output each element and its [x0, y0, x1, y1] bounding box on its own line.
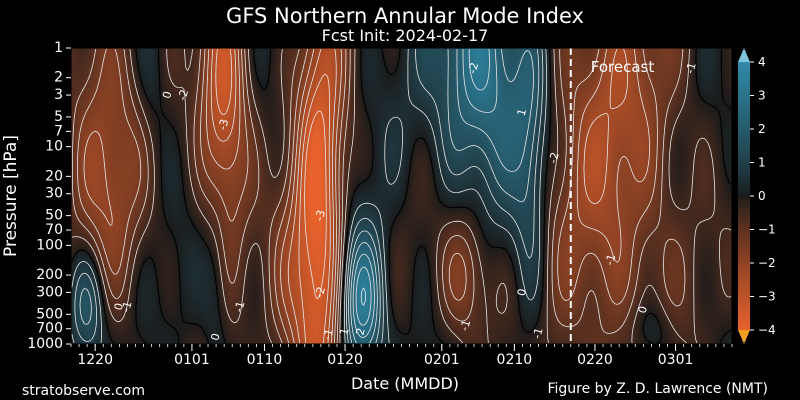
plot-area: 0 -2-3-3-2-1 1 2-21-20-10-1 -10-1-10-1 [71, 48, 732, 344]
contour-label: 1 [515, 107, 529, 117]
contour-label: 0 [515, 287, 529, 297]
y-tick-label: 10 [45, 139, 63, 155]
contour-lines [71, 48, 732, 344]
colorbar-upper-extend [738, 48, 750, 62]
forecast-label: Forecast [591, 58, 655, 76]
contour-label: -3 [313, 209, 328, 223]
x-axis-label: Date (MMDD) [351, 374, 459, 393]
x-tick-label: 1220 [77, 352, 113, 368]
x-tick-label: 0210 [497, 352, 533, 368]
contour-label: -3 [216, 118, 231, 132]
contour-line [360, 287, 366, 306]
y-tick-label: 3 [54, 87, 63, 103]
colorbar-lower-extend [738, 330, 750, 344]
heatmap-raster [71, 48, 732, 344]
contour-label: -2 [466, 61, 481, 75]
x-tick-label: 0120 [327, 352, 363, 368]
y-tick-label: 30 [45, 186, 63, 202]
y-tick-label: 1 [54, 40, 63, 56]
y-tick-label: 5 [54, 109, 63, 125]
y-tick-label: 20 [45, 168, 63, 184]
contour-label: 0 [208, 332, 222, 342]
contour-label: -1 [232, 300, 247, 314]
contour-label: 0 [112, 302, 126, 312]
contour-label: -2 [313, 285, 328, 299]
contour-label: -2 [546, 151, 561, 165]
contour-line [71, 48, 732, 344]
colorbar: 4 3 2 1 0 −1 −2 −3 −4 [738, 48, 776, 344]
contour-label: 0 [636, 305, 650, 315]
contour-line [352, 48, 498, 338]
contour-label: -1 [321, 327, 336, 341]
contour-line [71, 48, 732, 344]
contour-line [72, 48, 686, 344]
contour-line [350, 48, 534, 344]
x-tick-label: 0220 [577, 352, 613, 368]
x-tick-label: 0101 [174, 352, 210, 368]
colorbar-tick-label: −2 [758, 256, 776, 270]
colorbar-tick-label: 2 [758, 122, 766, 136]
colorbar-tick-label: 4 [758, 55, 766, 69]
y-tick-label: 200 [36, 267, 63, 283]
y-tick-label: 500 [36, 306, 63, 322]
y-tick-label: 700 [36, 321, 63, 337]
contour-line [71, 48, 547, 344]
contour-line [355, 48, 490, 326]
y-tick-label: 1000 [27, 336, 63, 352]
contour-line [304, 110, 327, 300]
contour-line [210, 48, 628, 344]
y-tick-label: 300 [36, 284, 63, 300]
footer-right: Figure by Z. D. Lawrence (NMT) [547, 381, 768, 397]
contour-label: -1 [530, 326, 545, 340]
y-tick-label: 7 [54, 123, 63, 139]
contour-line [83, 48, 650, 344]
contour-label: -1 [603, 253, 618, 267]
colorbar-tick-label: 3 [758, 89, 766, 103]
y-tick-label: 2 [54, 70, 63, 86]
y-axis-label: Pressure [hPa] [1, 135, 21, 257]
chart-subtitle: Fcst Init: 2024-02-17 [322, 26, 489, 45]
contour-line [215, 48, 331, 344]
x-axis: 1220 0101 0110 0120 0201 0210 0220 0301 [70, 344, 733, 368]
y-tick-label: 100 [36, 237, 63, 253]
contour-line [74, 48, 544, 344]
chart-title: GFS Northern Annular Mode Index [226, 4, 584, 28]
colorbar-tick-label: 1 [758, 156, 766, 170]
y-tick-label: 50 [45, 208, 63, 224]
contour-label: -2 [176, 88, 191, 102]
contour-label: -1 [119, 300, 134, 314]
colorbar-tick-label: −1 [758, 223, 776, 237]
x-tick-label: 0301 [658, 352, 694, 368]
footer-left: stratobserve.com [22, 383, 145, 399]
colorbar-tick-label: 0 [758, 189, 766, 203]
contour-label: 0 [160, 90, 174, 100]
contour-labels: 0 -2-3-3-2-1 1 2-21-20-10-1 -10-1-10-1 [112, 61, 699, 342]
y-tick-label: 70 [45, 222, 63, 238]
colorbar-raster [738, 62, 750, 330]
colorbar-ticks: 4 3 2 1 0 −1 −2 −3 −4 [750, 55, 776, 337]
contour-label: -1 [458, 318, 473, 332]
contour-line [79, 48, 540, 344]
contour-label: -1 [684, 61, 699, 75]
contour-label: 1 [337, 326, 351, 336]
contour-label: 2 [354, 326, 368, 336]
x-tick-label: 0201 [424, 352, 460, 368]
colorbar-tick-label: −3 [758, 290, 776, 304]
colorbar-tick-label: −4 [758, 323, 776, 337]
x-tick-label: 0110 [247, 352, 283, 368]
